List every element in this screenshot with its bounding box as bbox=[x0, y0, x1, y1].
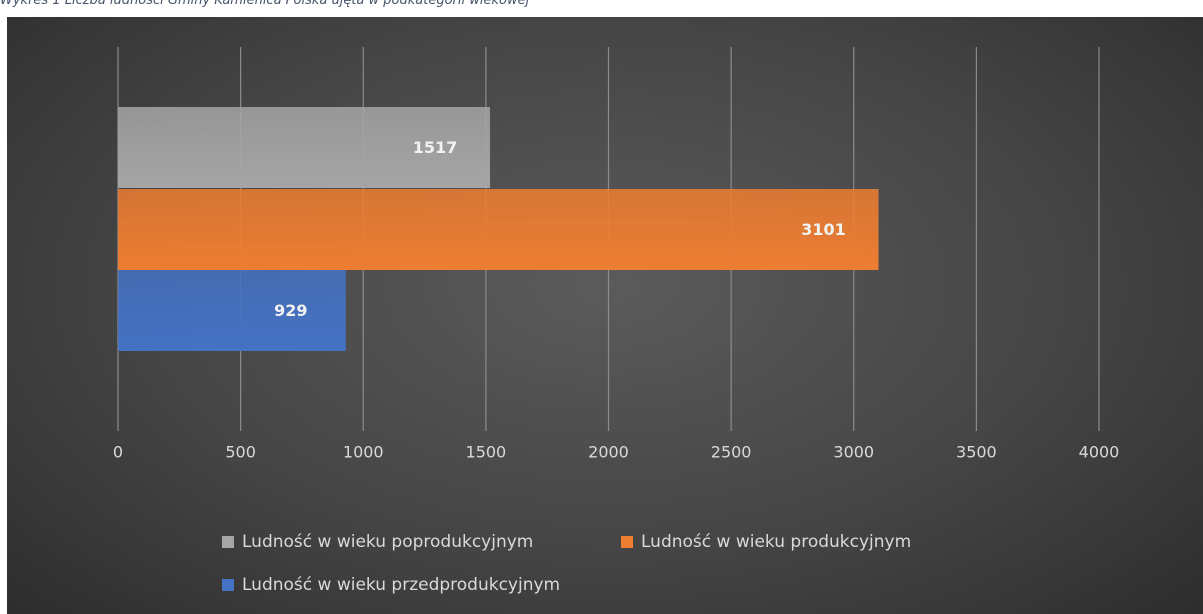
x-tick-label: 2500 bbox=[711, 443, 752, 462]
x-tick-label: 1000 bbox=[343, 443, 384, 462]
data-label: 1517 bbox=[413, 138, 458, 157]
chart-area: 0 500 1000 1500 2000 2500 3000 3500 4000 1517 3101… bbox=[7, 17, 1203, 614]
x-tick-label: 1500 bbox=[466, 443, 507, 462]
bar-3 bbox=[118, 270, 346, 351]
bar-1 bbox=[118, 107, 491, 188]
x-tick-label: 2000 bbox=[588, 443, 629, 462]
x-tick-label: 3000 bbox=[833, 443, 874, 462]
x-tick-label: 0 bbox=[113, 443, 123, 462]
chart-caption: Wykres 1 Liczba ludności Gminy Kamienica… bbox=[0, 0, 530, 8]
bar-chart-plot: 0 500 1000 1500 2000 2500 3000 3500 4000 1517 3101… bbox=[113, 47, 1120, 462]
data-label: 3101 bbox=[801, 220, 846, 239]
bar-2 bbox=[118, 189, 879, 270]
x-tick-label: 3500 bbox=[956, 443, 997, 462]
x-tick-label: 500 bbox=[225, 443, 256, 462]
data-label: 929 bbox=[274, 301, 307, 320]
x-tick-label: 4000 bbox=[1079, 443, 1120, 462]
